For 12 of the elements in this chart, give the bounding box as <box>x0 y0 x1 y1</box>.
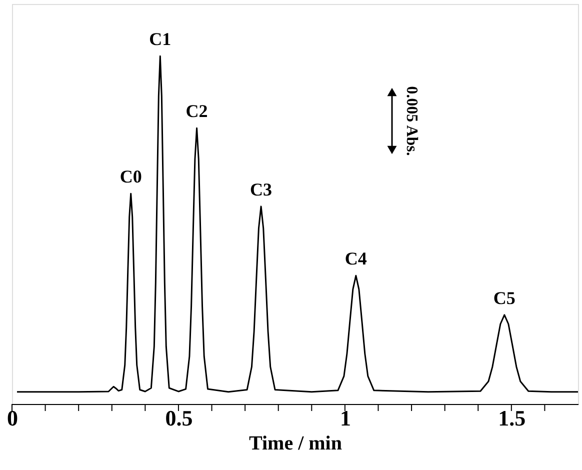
x-tick-label: 0 <box>7 406 18 430</box>
annotation: C1 <box>149 29 172 50</box>
annotation: C5 <box>493 288 516 308</box>
annotation: C4 <box>344 248 367 269</box>
annotation: 0.005 Abs. <box>403 86 420 156</box>
x-tick-label: 0.5 <box>165 406 193 430</box>
x-axis-title: Time / min <box>249 432 342 454</box>
annotation: C0 <box>120 166 142 187</box>
x-tick-label: 1 <box>340 406 351 430</box>
annotation: C3 <box>250 179 272 200</box>
x-tick-label: 1.5 <box>498 406 526 430</box>
annotation: C2 <box>186 101 208 122</box>
